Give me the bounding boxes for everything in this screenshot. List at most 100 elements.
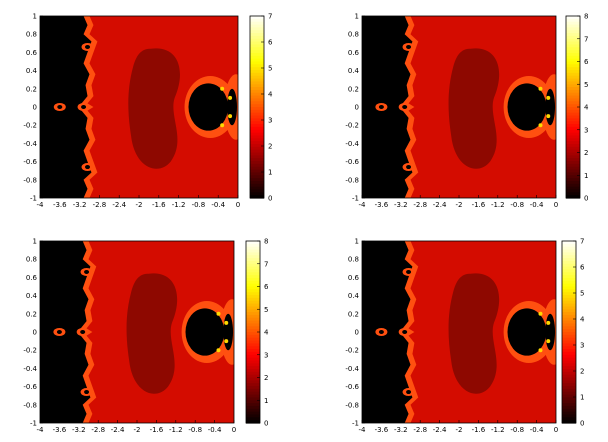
y-tick-label: 0.6 [348,49,360,57]
boundary-blob-core [84,269,90,274]
colorbar-tick-label: 2 [580,368,584,376]
colorbar-swatch [246,292,260,296]
colorbar-swatch [250,163,264,168]
colorbar-swatch [562,343,576,347]
colorbar-swatch [246,295,260,299]
right-escape-edge [223,313,234,351]
colorbar-swatch [246,243,260,248]
colorbar-swatch [566,109,580,114]
colorbar-swatch [250,149,264,154]
y-tick-label: 0.2 [348,310,359,318]
colorbar-swatch [250,178,264,182]
colorbar-tick-label: 4 [584,104,589,112]
colorbar-swatch [250,172,264,176]
colorbar-swatch [566,166,580,171]
colorbar-tick-label: 5 [584,81,588,89]
y-tick-label: -0.6 [23,158,37,166]
colorbar-swatch [250,55,264,60]
colorbar-swatch [246,343,260,347]
panel-3: -4 -3.6 -3.2 -2.8 -2.4 -2 -1.6 -1.2 -0.8 -0.4 0 1 0.… [23,238,269,435]
y-tick-label: -0.4 [23,140,37,148]
colorbar-swatch [246,277,260,282]
x-tick-label: 0 [232,426,236,434]
center-region [128,48,180,169]
colorbar-swatch [250,180,264,185]
colorbar-swatch [566,30,580,34]
colorbar-swatch [562,397,576,401]
right-escape-edge [227,88,238,126]
colorbar-swatch [246,363,260,367]
colorbar-swatch [566,155,580,159]
colorbar-swatch [246,405,260,410]
colorbar-tick-label: 7 [264,260,268,268]
colorbar-tick-label: 6 [580,264,585,272]
x-tick-label: -2.4 [111,426,125,434]
colorbar-swatch [562,289,576,293]
colorbar-swatch [562,258,576,262]
colorbar-tick-label: 1 [580,394,584,402]
colorbar-tick-label: 6 [268,39,273,47]
colorbar-swatch [562,246,576,251]
colorbar-swatch [562,368,576,373]
colorbar-swatch [566,172,580,176]
colorbar-tick-label: 2 [584,149,588,157]
center-region [126,273,178,394]
colorbar-swatch [566,38,580,43]
colorbar-swatch [562,354,576,359]
x-tick-label: -2 [456,201,463,209]
colorbar-swatch [250,146,264,151]
colorbar-tick-label: 5 [264,306,268,314]
y-tick-label: 0.6 [348,274,360,282]
colorbar-swatch [562,317,576,322]
y-tick-label: 1 [355,238,359,246]
colorbar-swatch [562,403,576,407]
colorbar-swatch [250,58,264,63]
colorbar-tick-label: 2 [268,143,272,151]
colorbar-tick-label: 3 [584,126,588,134]
colorbar-swatch [562,241,576,245]
colorbar-swatch [250,41,264,46]
colorbar-swatch [562,380,576,384]
colorbar-swatch [562,374,576,379]
colorbar-swatch [246,391,260,396]
x-tick-label: 0 [236,201,240,209]
y-tick-label: 0.6 [26,274,38,282]
colorbar-swatch [566,89,580,94]
colorbar-swatch [566,98,580,102]
colorbar-swatch [246,309,260,313]
colorbar: 8 7 6 5 4 3 2 1 0 [565,13,589,203]
colorbar-swatch [246,314,260,319]
colorbar-swatch [562,275,576,279]
colorbar-swatch [562,337,576,342]
y-tick-label: -0.2 [345,347,359,355]
colorbar-swatch [566,141,580,145]
colorbar-swatch [562,400,576,404]
colorbar-swatch [250,109,264,114]
y-tick-label: -0.8 [345,176,359,184]
bright-speck [546,114,551,119]
x-tick-label: -3.6 [375,201,389,209]
colorbar-tick-label: 8 [584,13,588,21]
x-tick-label: -3.6 [53,426,67,434]
colorbar-swatch [250,183,264,188]
x-tick-label: 0 [554,426,558,434]
colorbar-swatch [562,286,576,290]
colorbar-swatch [562,408,576,413]
colorbar-swatch [566,138,580,142]
colorbar-swatch [566,186,580,191]
y-tick-label: -0.6 [23,383,37,391]
colorbar-swatch [246,368,260,373]
colorbar-swatch [250,78,264,83]
colorbar-swatch [246,417,260,421]
colorbar-swatch [566,192,580,196]
x-tick-label: -2 [134,426,141,434]
panel-2: -4 -3.6 -3.2 -2.8 -2.4 -2 -1.6 -1.2 -0.8 -0.4 0 1 0.… [345,13,589,210]
colorbar-swatch [250,124,264,128]
colorbar-swatch [250,112,264,117]
colorbar-swatch [246,400,260,404]
colorbar-swatch [562,377,576,381]
colorbar-swatch [566,27,580,31]
colorbar-swatch [246,320,260,325]
x-tick-label: -1.6 [150,426,164,434]
colorbar-swatch [250,101,264,105]
